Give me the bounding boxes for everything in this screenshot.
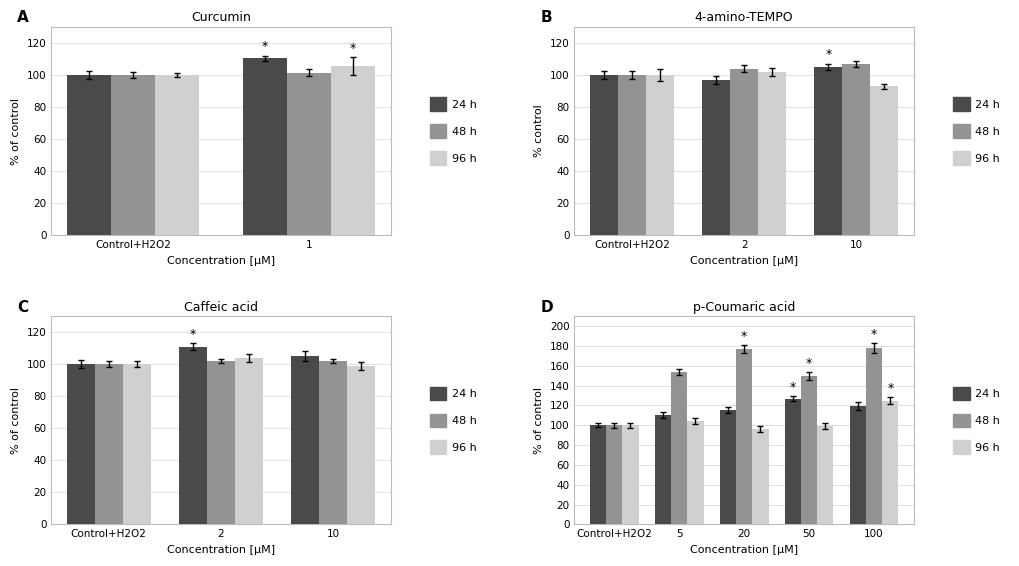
Text: *: * — [740, 331, 747, 344]
Bar — [622, 425, 638, 525]
Bar — [784, 398, 800, 525]
Text: *: * — [262, 40, 268, 53]
Legend: 24 h, 48 h, 96 h: 24 h, 48 h, 96 h — [949, 383, 1003, 457]
Bar — [654, 415, 671, 525]
Bar — [155, 75, 199, 235]
Legend: 24 h, 48 h, 96 h: 24 h, 48 h, 96 h — [949, 94, 1003, 168]
Title: p-Coumaric acid: p-Coumaric acid — [692, 301, 795, 314]
Bar — [605, 425, 622, 525]
Title: 4-amino-TEMPO: 4-amino-TEMPO — [694, 11, 793, 24]
Bar — [66, 75, 111, 235]
Bar — [207, 361, 234, 525]
Text: *: * — [190, 328, 196, 341]
Bar — [865, 348, 881, 525]
Text: A: A — [17, 10, 30, 25]
Text: *: * — [789, 381, 795, 394]
Y-axis label: % of control: % of control — [534, 387, 544, 454]
Bar — [243, 58, 286, 235]
X-axis label: Concentration [μM]: Concentration [μM] — [690, 256, 798, 265]
Text: *: * — [350, 42, 356, 55]
Bar — [719, 410, 736, 525]
Bar — [671, 372, 687, 525]
X-axis label: Concentration [μM]: Concentration [μM] — [167, 545, 275, 555]
Bar — [816, 426, 833, 525]
Bar — [290, 356, 319, 525]
Bar — [286, 72, 331, 235]
Legend: 24 h, 48 h, 96 h: 24 h, 48 h, 96 h — [426, 94, 480, 168]
Bar — [589, 425, 605, 525]
Bar — [618, 75, 645, 235]
Title: Caffeic acid: Caffeic acid — [183, 301, 258, 314]
Bar — [645, 75, 674, 235]
Bar — [849, 406, 865, 525]
Bar — [730, 68, 757, 235]
Bar — [701, 80, 730, 235]
Bar — [331, 66, 375, 235]
Bar — [842, 64, 869, 235]
Text: *: * — [824, 49, 830, 61]
Y-axis label: % control: % control — [534, 105, 544, 157]
Bar — [869, 86, 898, 235]
Bar — [752, 429, 767, 525]
Bar — [687, 421, 703, 525]
Legend: 24 h, 48 h, 96 h: 24 h, 48 h, 96 h — [426, 383, 480, 457]
Bar — [800, 376, 816, 525]
X-axis label: Concentration [μM]: Concentration [μM] — [167, 256, 275, 265]
Bar — [234, 358, 263, 525]
Bar — [66, 365, 95, 525]
Bar — [589, 75, 618, 235]
Bar — [813, 67, 842, 235]
Text: *: * — [887, 382, 893, 395]
Y-axis label: % of control: % of control — [11, 387, 21, 454]
X-axis label: Concentration [μM]: Concentration [μM] — [690, 545, 798, 555]
Bar — [319, 361, 346, 525]
Bar — [95, 365, 122, 525]
Bar — [346, 366, 375, 525]
Bar — [757, 72, 786, 235]
Bar — [736, 349, 752, 525]
Bar — [122, 365, 151, 525]
Bar — [881, 401, 898, 525]
Title: Curcumin: Curcumin — [191, 11, 251, 24]
Y-axis label: % of control: % of control — [11, 97, 21, 165]
Text: D: D — [540, 299, 552, 315]
Text: C: C — [17, 299, 29, 315]
Text: *: * — [805, 357, 811, 370]
Text: *: * — [870, 328, 876, 341]
Bar — [111, 75, 155, 235]
Text: B: B — [540, 10, 551, 25]
Bar — [178, 346, 207, 525]
